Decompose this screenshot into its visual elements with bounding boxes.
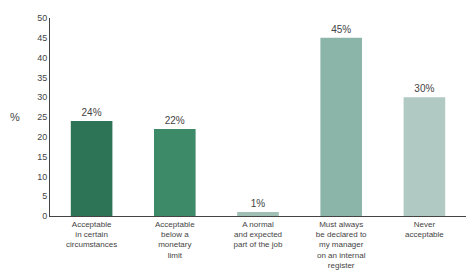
svg-text:10: 10: [37, 172, 47, 182]
svg-text:45%: 45%: [331, 24, 351, 35]
svg-text:20: 20: [37, 132, 47, 142]
svg-text:45: 45: [37, 33, 47, 43]
svg-text:Must alwaysbe declared tomy ma: Must alwaysbe declared tomy manageron an…: [316, 220, 367, 271]
svg-text:24%: 24%: [82, 107, 102, 118]
svg-text:Acceptablebelow amonetarylimit: Acceptablebelow amonetarylimit: [155, 220, 195, 260]
svg-text:%: %: [10, 111, 20, 123]
svg-text:15: 15: [37, 152, 47, 162]
svg-text:A normaland expectedpart of th: A normaland expectedpart of the job: [234, 220, 283, 250]
svg-text:22%: 22%: [165, 115, 185, 126]
svg-text:Acceptablein certaincircumstan: Acceptablein certaincircumstances: [66, 220, 117, 250]
svg-text:40: 40: [37, 53, 47, 63]
svg-text:30: 30: [37, 92, 47, 102]
svg-text:25: 25: [37, 112, 47, 122]
svg-text:0: 0: [42, 211, 47, 221]
svg-text:5: 5: [42, 191, 47, 201]
svg-text:50: 50: [37, 13, 47, 23]
svg-text:30%: 30%: [414, 83, 434, 94]
svg-text:35: 35: [37, 73, 47, 83]
svg-text:1%: 1%: [251, 198, 266, 209]
svg-text:Neveracceptable: Neveracceptable: [405, 220, 444, 239]
